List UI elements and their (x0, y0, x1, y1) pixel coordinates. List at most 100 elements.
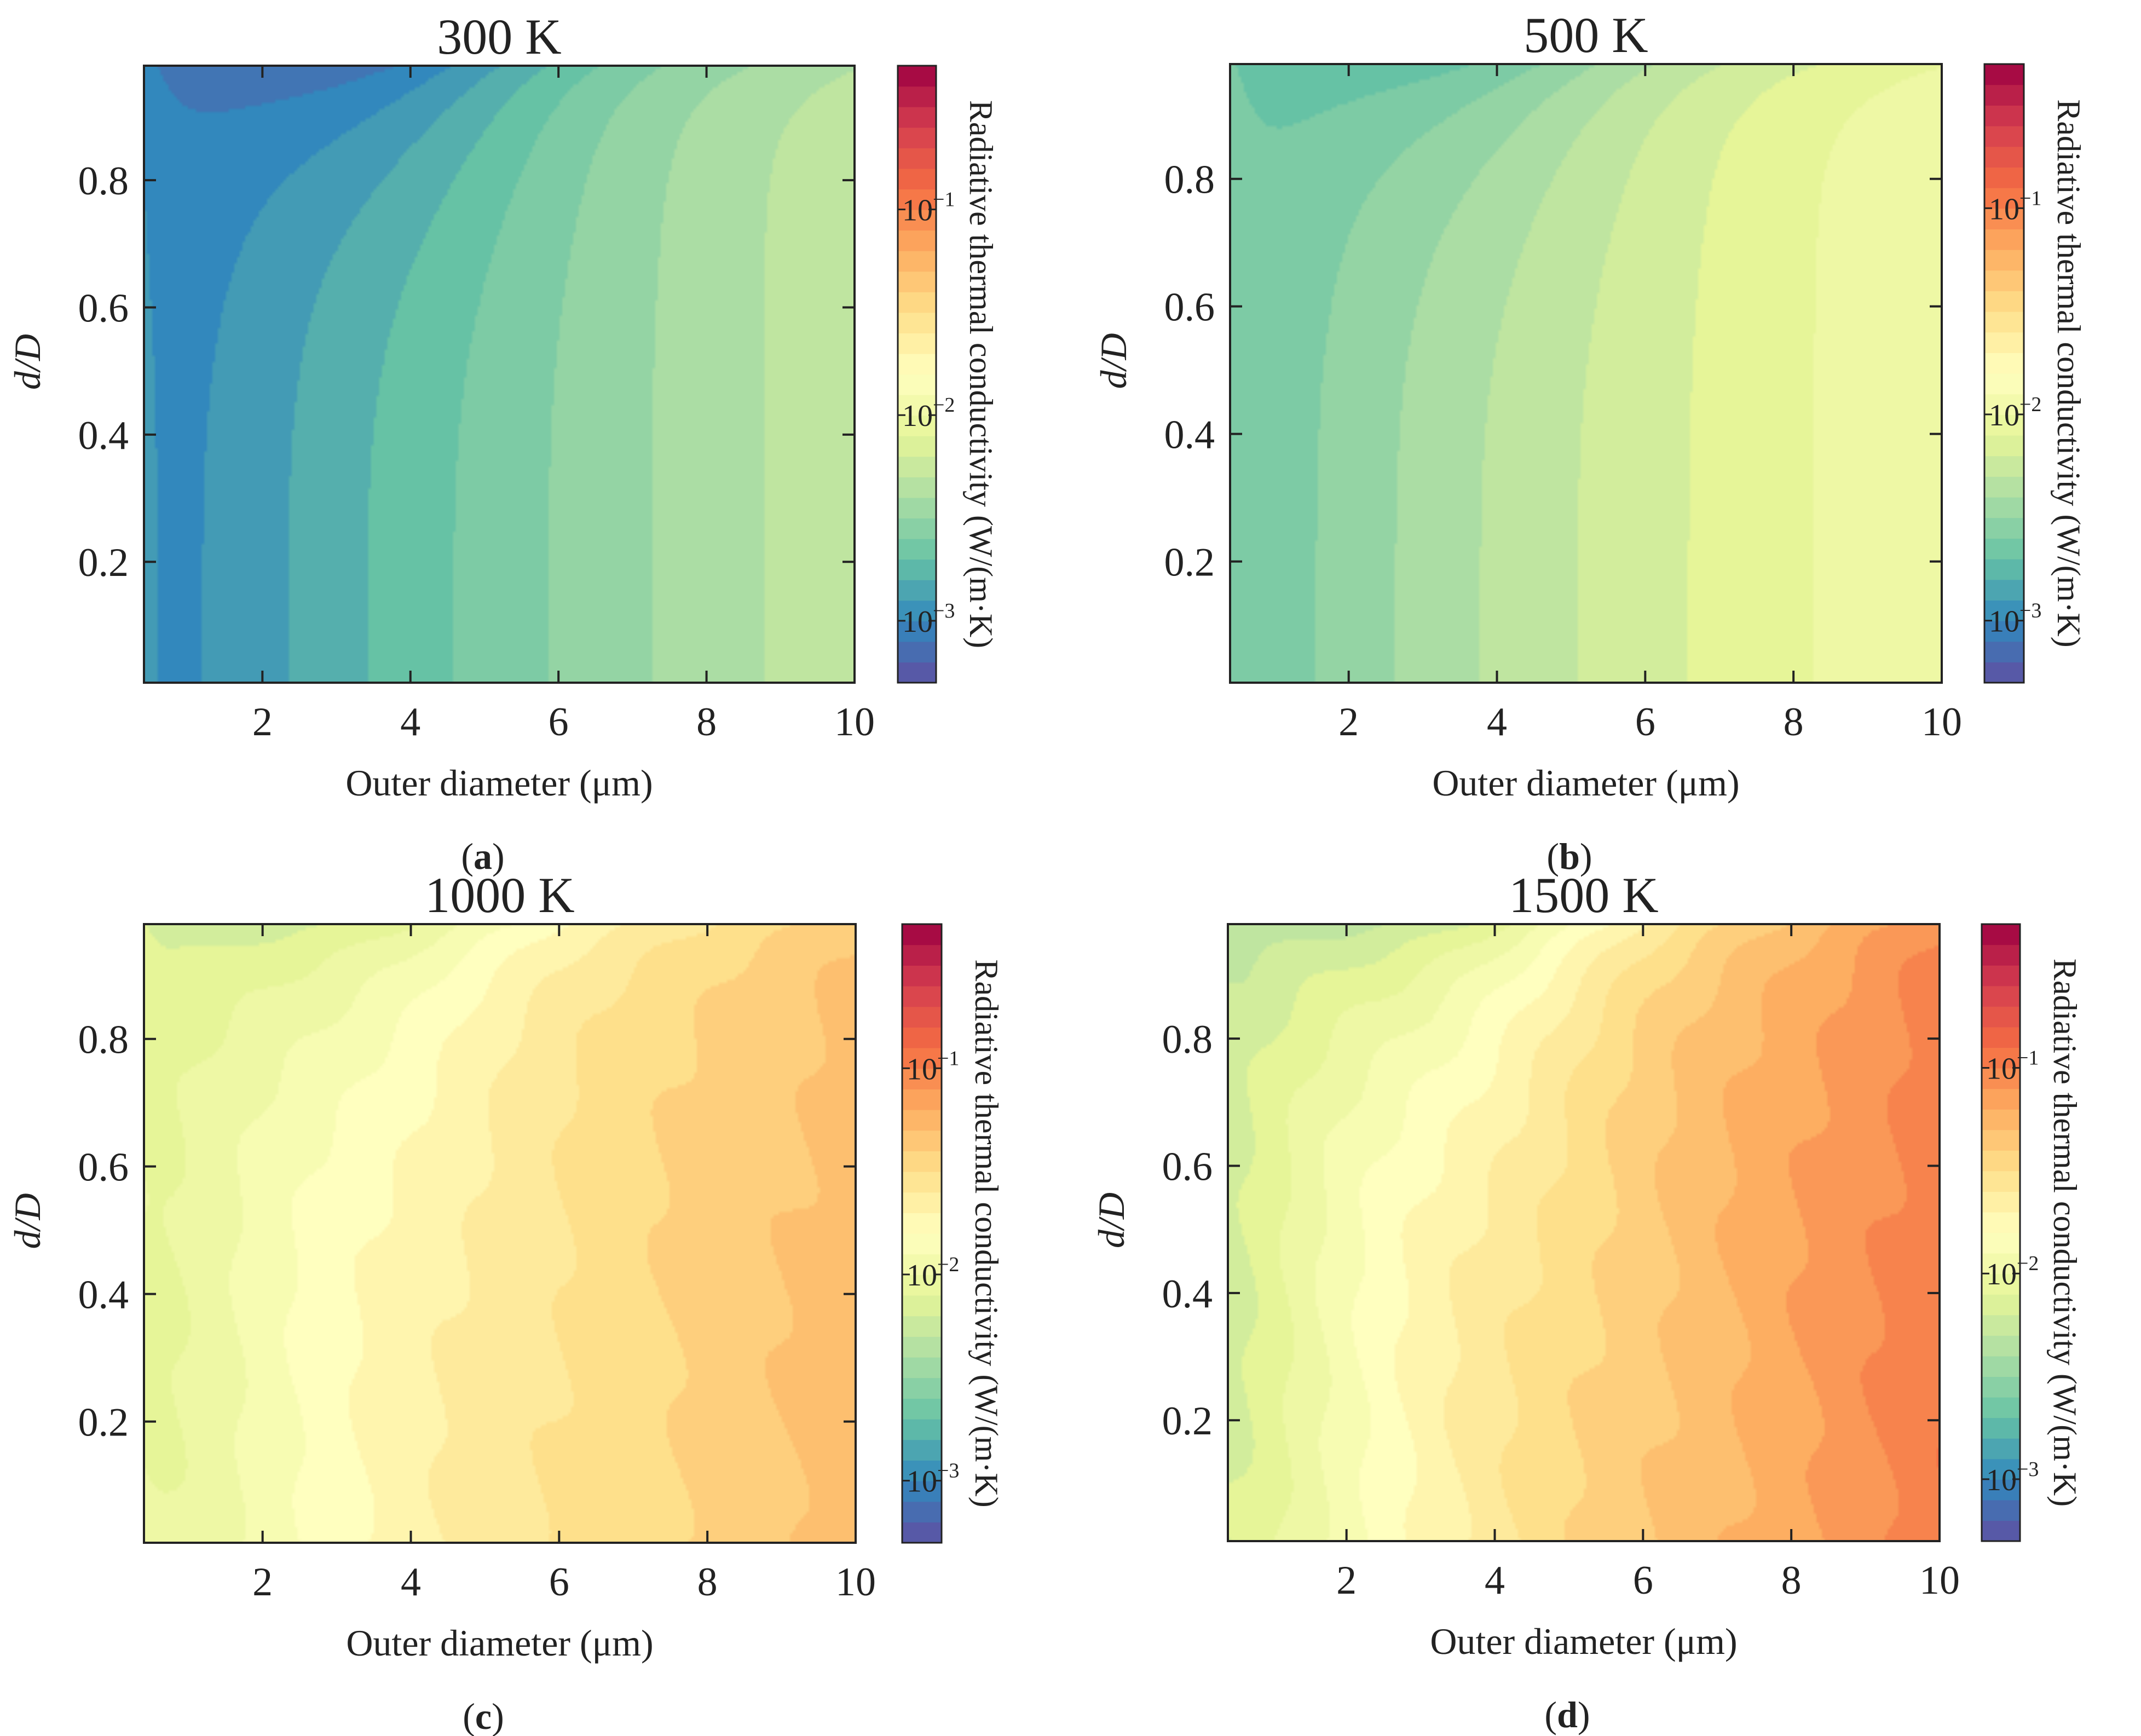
colorbar-band (898, 621, 936, 642)
panel-caption: (d) (1544, 1694, 1590, 1735)
y-tick-label: 0.6 (78, 286, 129, 331)
colorbar-band (1982, 985, 2020, 1007)
colorbar-band (1984, 105, 2024, 126)
plot-frame (143, 65, 856, 684)
colorbar-band (902, 1357, 942, 1379)
colorbar-label: Radiative thermal conductivity (W/(m·K) (968, 959, 1005, 1507)
colorbar-label: Radiative thermal conductivity (W/(m·K) (2047, 959, 2083, 1507)
x-tick-label: 8 (696, 700, 717, 745)
colorbar-band (898, 230, 936, 251)
colorbar-tick-exp: −1 (937, 1047, 959, 1070)
x-tick-label: 4 (400, 700, 420, 745)
colorbar-band (1984, 455, 2024, 477)
colorbar-band (902, 1460, 942, 1481)
caption-letter: d (1557, 1694, 1578, 1735)
colorbar-band (1982, 1479, 2020, 1501)
colorbar-tick-label: 10−2 (902, 394, 955, 433)
colorbar-band (902, 924, 942, 945)
x-tick-label: 8 (697, 1560, 718, 1605)
colorbar-band (1984, 621, 2024, 642)
colorbar-band (1984, 373, 2024, 395)
colorbar-band (902, 1172, 942, 1193)
y-tick-label: 0.6 (1162, 1145, 1213, 1190)
colorbar-tick-base: 10 (1989, 192, 2019, 226)
plot-frame (143, 923, 857, 1544)
caption-letter: a (474, 835, 492, 877)
colorbar-band (1984, 435, 2024, 457)
contour-plot (144, 924, 856, 1543)
colorbar-tick-base: 10 (1986, 1258, 2017, 1291)
x-tick-label: 8 (1784, 700, 1804, 745)
colorbar-band (902, 1048, 942, 1069)
colorbar-band (1982, 1253, 2020, 1274)
colorbar-band (898, 127, 936, 148)
colorbar-tick-base: 10 (902, 605, 933, 639)
colorbar-band (1982, 1499, 2020, 1521)
colorbar-tick-label: 10−3 (902, 599, 955, 639)
x-tick-label: 10 (834, 700, 875, 745)
colorbar-tick-label: 10−3 (907, 1460, 959, 1499)
colorbar-frame (901, 923, 943, 1544)
colorbar-tick-exp: −3 (933, 599, 955, 622)
colorbar-band (902, 1233, 942, 1255)
colorbar-tick-exp: −3 (2019, 599, 2041, 622)
contour-plot (1228, 924, 1940, 1541)
y-axis-label: d/D (1093, 333, 1134, 389)
colorbar-tick-base: 10 (1989, 399, 2019, 432)
colorbar-band (1984, 353, 2024, 374)
caption-open: ( (461, 835, 474, 877)
colorbar-tick-label: 10−2 (907, 1253, 959, 1293)
y-tick-label: 0.8 (78, 1018, 129, 1063)
x-tick-label: 6 (1635, 700, 1655, 745)
caption-open: ( (1546, 835, 1559, 877)
colorbar-band (902, 1295, 942, 1317)
colorbar-band (1982, 1335, 2020, 1357)
colorbar-band (1984, 167, 2024, 188)
plot-frame (1227, 923, 1941, 1542)
colorbar-band (1984, 291, 2024, 312)
x-axis-label: Outer diameter (μm) (1432, 762, 1739, 804)
colorbar-band (898, 580, 936, 601)
colorbar-band (1982, 1520, 2020, 1542)
colorbar-band (1984, 84, 2024, 106)
caption-close: ) (492, 1695, 504, 1736)
panel-d: 1500 K 2 4 6 8 10 0.2 0.4 0.6 0.8 Outer diameter (… (1090, 867, 2083, 1735)
colorbar-band (1982, 1006, 2020, 1028)
x-axis-label: Outer diameter (μm) (346, 1622, 653, 1664)
colorbar-band (1984, 126, 2024, 147)
colorbar-band (902, 1089, 942, 1110)
colorbar-band (898, 497, 936, 519)
colorbar-tick-base: 10 (902, 399, 933, 433)
x-tick-label: 6 (549, 700, 569, 745)
x-tick-label: 10 (835, 1560, 876, 1605)
colorbar-band (898, 168, 936, 189)
colorbar-tick-base: 10 (1986, 1052, 2017, 1086)
colorbar-band (902, 1481, 942, 1502)
colorbar-band (1982, 1438, 2020, 1460)
colorbar-tick-label: 10−2 (1989, 393, 2041, 432)
colorbar-tick-label: 10−1 (907, 1047, 959, 1086)
colorbar-tick-exp: −1 (933, 188, 955, 211)
panel-a: 300 K 2 4 6 8 10 0.2 0.4 0.6 0.8 Outer diameter (μ… (7, 9, 999, 877)
y-tick-label: 0.4 (1162, 1272, 1213, 1317)
colorbar-band (898, 395, 936, 416)
colorbar-band (1982, 1109, 2020, 1131)
caption-close: ) (492, 835, 505, 877)
colorbar-band (1984, 559, 2024, 580)
x-tick-label: 2 (1336, 1558, 1357, 1603)
colorbar-band (902, 1130, 942, 1151)
colorbar-band (1982, 1376, 2020, 1398)
colorbar-tick-base: 10 (907, 1465, 937, 1499)
colorbar-band (902, 1027, 942, 1048)
colorbar-band (902, 1192, 942, 1213)
colorbar-band (902, 1419, 942, 1440)
colorbar-band (898, 333, 936, 354)
colorbar-band (898, 415, 936, 436)
colorbar-band (898, 271, 936, 292)
colorbar-band (1984, 146, 2024, 168)
colorbar-tick-exp: −2 (937, 1253, 959, 1276)
colorbar-band (902, 1398, 942, 1420)
x-tick-label: 4 (1485, 1558, 1505, 1603)
colorbar-band (1984, 414, 2024, 436)
